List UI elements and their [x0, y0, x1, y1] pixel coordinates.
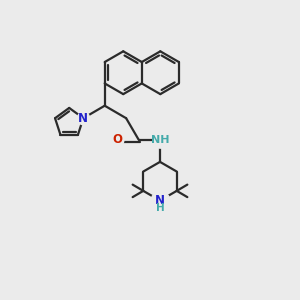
Text: N: N — [78, 112, 88, 125]
Text: NH: NH — [151, 135, 169, 145]
Text: O: O — [112, 133, 122, 146]
Text: N: N — [155, 194, 165, 207]
Text: H: H — [156, 203, 164, 213]
